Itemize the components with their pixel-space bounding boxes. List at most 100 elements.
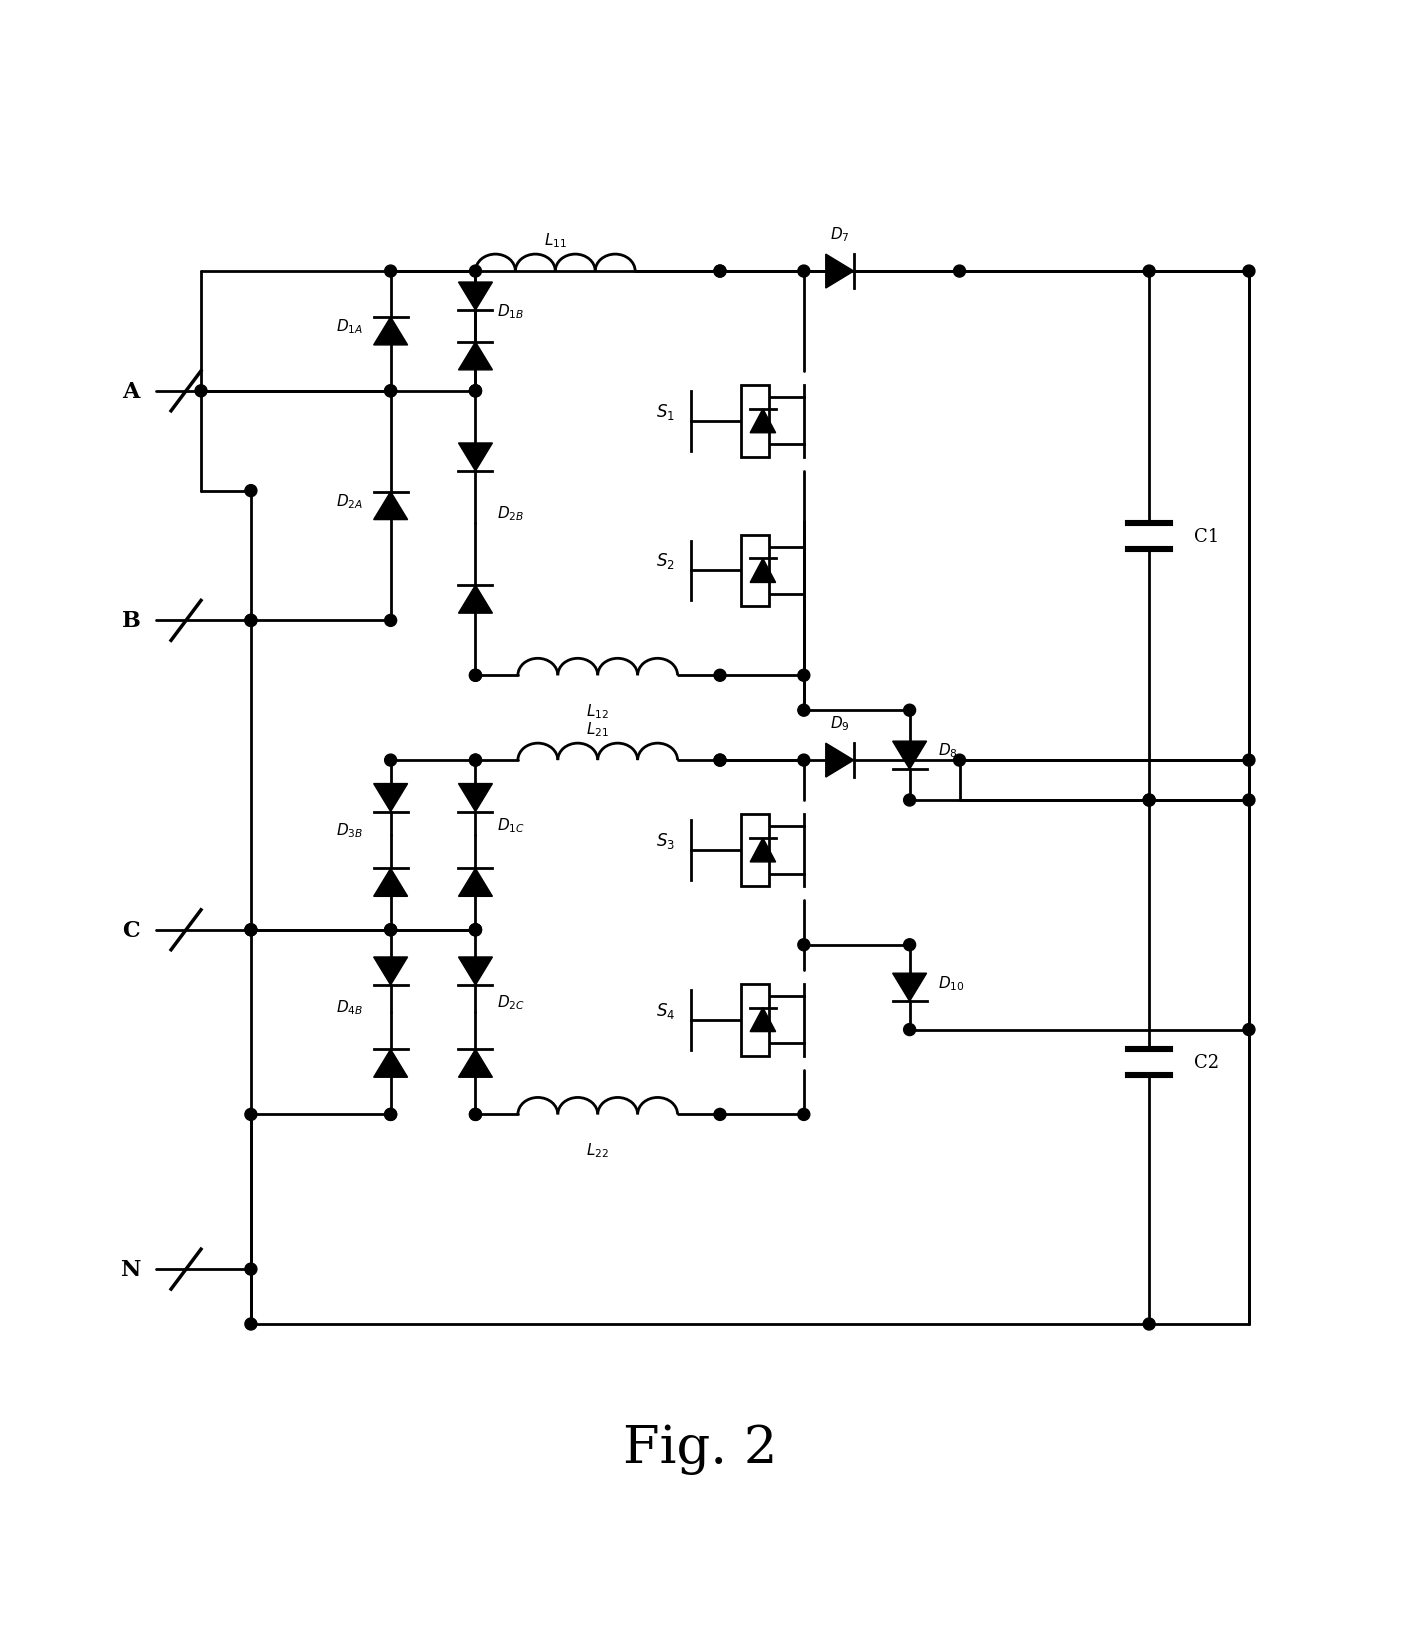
Circle shape bbox=[245, 615, 257, 628]
Circle shape bbox=[245, 615, 257, 628]
Circle shape bbox=[798, 755, 809, 766]
Polygon shape bbox=[458, 585, 492, 615]
Circle shape bbox=[798, 704, 809, 717]
Circle shape bbox=[1243, 755, 1254, 766]
Circle shape bbox=[469, 755, 481, 766]
Circle shape bbox=[245, 924, 257, 936]
Circle shape bbox=[714, 266, 726, 277]
Circle shape bbox=[469, 670, 481, 681]
Circle shape bbox=[245, 1263, 257, 1275]
Circle shape bbox=[1243, 266, 1254, 277]
Circle shape bbox=[714, 755, 726, 766]
Text: $L_{12}$: $L_{12}$ bbox=[586, 703, 609, 720]
Circle shape bbox=[1143, 266, 1154, 277]
Polygon shape bbox=[751, 559, 776, 584]
Circle shape bbox=[903, 704, 916, 717]
Text: $L_{22}$: $L_{22}$ bbox=[586, 1141, 609, 1159]
Circle shape bbox=[469, 670, 481, 681]
Polygon shape bbox=[826, 743, 853, 778]
Circle shape bbox=[469, 1108, 481, 1121]
Polygon shape bbox=[458, 957, 492, 985]
Circle shape bbox=[714, 1108, 726, 1121]
Circle shape bbox=[385, 755, 397, 766]
Circle shape bbox=[469, 386, 481, 398]
Text: $D_{1B}$: $D_{1B}$ bbox=[498, 303, 525, 321]
Circle shape bbox=[469, 924, 481, 936]
Polygon shape bbox=[374, 869, 408, 897]
Circle shape bbox=[1243, 794, 1254, 807]
Bar bbox=[741, 386, 769, 458]
Circle shape bbox=[1143, 794, 1154, 807]
Circle shape bbox=[953, 755, 966, 766]
Circle shape bbox=[245, 924, 257, 936]
Circle shape bbox=[385, 924, 397, 936]
Circle shape bbox=[385, 266, 397, 277]
Circle shape bbox=[469, 386, 481, 398]
Circle shape bbox=[469, 924, 481, 936]
Circle shape bbox=[798, 1108, 809, 1121]
Text: $D_8$: $D_8$ bbox=[938, 742, 958, 760]
Polygon shape bbox=[458, 784, 492, 812]
Circle shape bbox=[385, 1108, 397, 1121]
Text: $L_{21}$: $L_{21}$ bbox=[586, 720, 609, 738]
Polygon shape bbox=[826, 254, 853, 289]
Text: C: C bbox=[123, 919, 140, 941]
Polygon shape bbox=[374, 957, 408, 985]
Text: A: A bbox=[123, 380, 140, 403]
Circle shape bbox=[385, 386, 397, 398]
Text: $S_4$: $S_4$ bbox=[656, 1001, 675, 1020]
Circle shape bbox=[469, 924, 481, 936]
Circle shape bbox=[1143, 1319, 1154, 1330]
Circle shape bbox=[714, 755, 726, 766]
Polygon shape bbox=[893, 742, 926, 769]
Circle shape bbox=[469, 266, 481, 277]
Text: $L_{11}$: $L_{11}$ bbox=[544, 231, 567, 249]
Text: $D_{3B}$: $D_{3B}$ bbox=[335, 822, 362, 839]
Bar bbox=[741, 535, 769, 606]
Circle shape bbox=[798, 939, 809, 952]
Circle shape bbox=[1143, 794, 1154, 807]
Text: N: N bbox=[121, 1258, 141, 1280]
Polygon shape bbox=[751, 1007, 776, 1032]
Text: $D_{2C}$: $D_{2C}$ bbox=[498, 993, 525, 1012]
Text: $S_1$: $S_1$ bbox=[656, 401, 675, 422]
Circle shape bbox=[469, 755, 481, 766]
Polygon shape bbox=[374, 784, 408, 812]
Text: C2: C2 bbox=[1194, 1053, 1219, 1071]
Polygon shape bbox=[458, 1050, 492, 1077]
Bar bbox=[741, 815, 769, 887]
Text: $D_{1C}$: $D_{1C}$ bbox=[498, 817, 525, 835]
Text: $S_2$: $S_2$ bbox=[656, 551, 675, 570]
Polygon shape bbox=[458, 342, 492, 370]
Text: $S_3$: $S_3$ bbox=[656, 830, 675, 851]
Circle shape bbox=[469, 386, 481, 398]
Text: $D_{2A}$: $D_{2A}$ bbox=[335, 492, 362, 510]
Circle shape bbox=[903, 794, 916, 807]
Text: $D_{1A}$: $D_{1A}$ bbox=[335, 318, 362, 336]
Circle shape bbox=[469, 1108, 481, 1121]
Text: C1: C1 bbox=[1194, 526, 1219, 544]
Circle shape bbox=[385, 924, 397, 936]
Circle shape bbox=[245, 1108, 257, 1121]
Text: $D_{10}$: $D_{10}$ bbox=[938, 973, 965, 993]
Polygon shape bbox=[893, 973, 926, 1001]
Bar bbox=[741, 985, 769, 1056]
Polygon shape bbox=[374, 318, 408, 346]
Text: B: B bbox=[121, 610, 141, 632]
Circle shape bbox=[195, 386, 207, 398]
Polygon shape bbox=[751, 409, 776, 434]
Polygon shape bbox=[458, 284, 492, 311]
Circle shape bbox=[245, 486, 257, 497]
Polygon shape bbox=[458, 443, 492, 471]
Polygon shape bbox=[374, 1050, 408, 1077]
Text: $D_{4B}$: $D_{4B}$ bbox=[335, 998, 362, 1017]
Polygon shape bbox=[751, 838, 776, 862]
Circle shape bbox=[245, 1319, 257, 1330]
Text: $D_{2B}$: $D_{2B}$ bbox=[498, 504, 525, 523]
Polygon shape bbox=[458, 869, 492, 897]
Circle shape bbox=[903, 1024, 916, 1037]
Circle shape bbox=[798, 266, 809, 277]
Circle shape bbox=[953, 266, 966, 277]
Circle shape bbox=[714, 266, 726, 277]
Text: Fig. 2: Fig. 2 bbox=[622, 1423, 778, 1475]
